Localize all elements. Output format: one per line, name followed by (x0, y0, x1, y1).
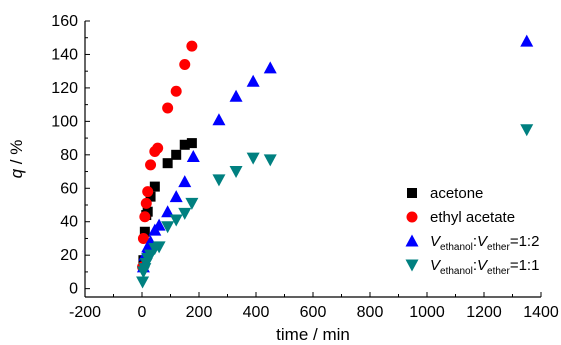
data-point (520, 34, 534, 47)
x-tick-label: 400 (243, 304, 270, 321)
data-point (229, 89, 243, 102)
legend-label: Vethanol:Vether=1:1 (430, 257, 539, 277)
data-point (136, 276, 150, 289)
data-point (152, 218, 166, 231)
data-point (169, 214, 183, 227)
data-point (186, 149, 200, 162)
data-point (149, 181, 160, 192)
data-point (171, 149, 182, 160)
y-tick-label: 120 (51, 80, 78, 97)
legend-label: acetone (430, 185, 483, 202)
data-point (185, 197, 199, 210)
data-point (162, 102, 174, 114)
series-1 (137, 40, 198, 273)
legend-marker (407, 188, 417, 198)
x-tick-label: 600 (300, 304, 327, 321)
legend-marker (406, 211, 418, 223)
data-point (145, 159, 157, 171)
x-tick-label: 1200 (466, 304, 502, 321)
data-point (212, 113, 226, 126)
x-tick-label: 0 (138, 304, 147, 321)
y-axis-symbol: q (7, 168, 26, 178)
data-point (162, 158, 173, 169)
data-point (137, 232, 149, 244)
data-point (142, 206, 153, 217)
data-point (246, 152, 260, 165)
data-point (179, 139, 190, 150)
x-tick-label: 200 (186, 304, 213, 321)
y-tick-label: 100 (51, 113, 78, 130)
data-point (145, 191, 156, 202)
axis-ticks: -200 0 200 400 600 800 1000 1200 1400 0 20 40 60 80 10… (51, 13, 559, 321)
legend-label: Vethanol:Vether=1:2 (430, 233, 539, 253)
data-point (152, 142, 164, 154)
data-point (178, 175, 192, 188)
data-point (229, 166, 243, 179)
data-point (263, 154, 277, 167)
data-point (139, 211, 151, 223)
data-point (212, 174, 226, 187)
data-point (520, 124, 534, 137)
data-point (142, 186, 154, 198)
series-3 (136, 124, 534, 289)
data-point (161, 205, 175, 218)
legend-marker (405, 234, 419, 247)
legend-label: ethyl acetate (430, 209, 515, 226)
data-point (179, 58, 191, 70)
data-point (140, 197, 152, 209)
legend: acetone ethyl acetate Vethanol:Vether=1:2 V… (405, 185, 539, 277)
data-point (186, 40, 198, 52)
y-tick-label: 0 (69, 281, 78, 298)
x-tick-label: 800 (357, 304, 384, 321)
y-tick-label: 60 (60, 180, 78, 197)
y-axis-title: q / % (7, 140, 26, 179)
x-tick-label: 1000 (409, 304, 445, 321)
legend-marker (405, 259, 419, 272)
y-tick-label: 160 (51, 13, 78, 30)
y-tick-label: 40 (60, 214, 78, 231)
data-point (139, 226, 150, 237)
data-point (186, 138, 197, 149)
data-point (152, 241, 166, 254)
data-point (170, 85, 182, 97)
y-tick-label: 80 (60, 147, 78, 164)
data-point (263, 61, 277, 74)
x-axis-title: time / min (276, 325, 350, 344)
data-point (161, 221, 175, 234)
y-axis-unit: / % (7, 140, 26, 169)
y-tick-label: 140 (51, 46, 78, 63)
x-tick-label: -200 (69, 304, 101, 321)
y-tick-label: 20 (60, 247, 78, 264)
x-tick-label: 1400 (523, 304, 559, 321)
data-points (136, 34, 534, 289)
data-point (169, 190, 183, 203)
data-point (246, 74, 260, 87)
data-point (178, 207, 192, 220)
